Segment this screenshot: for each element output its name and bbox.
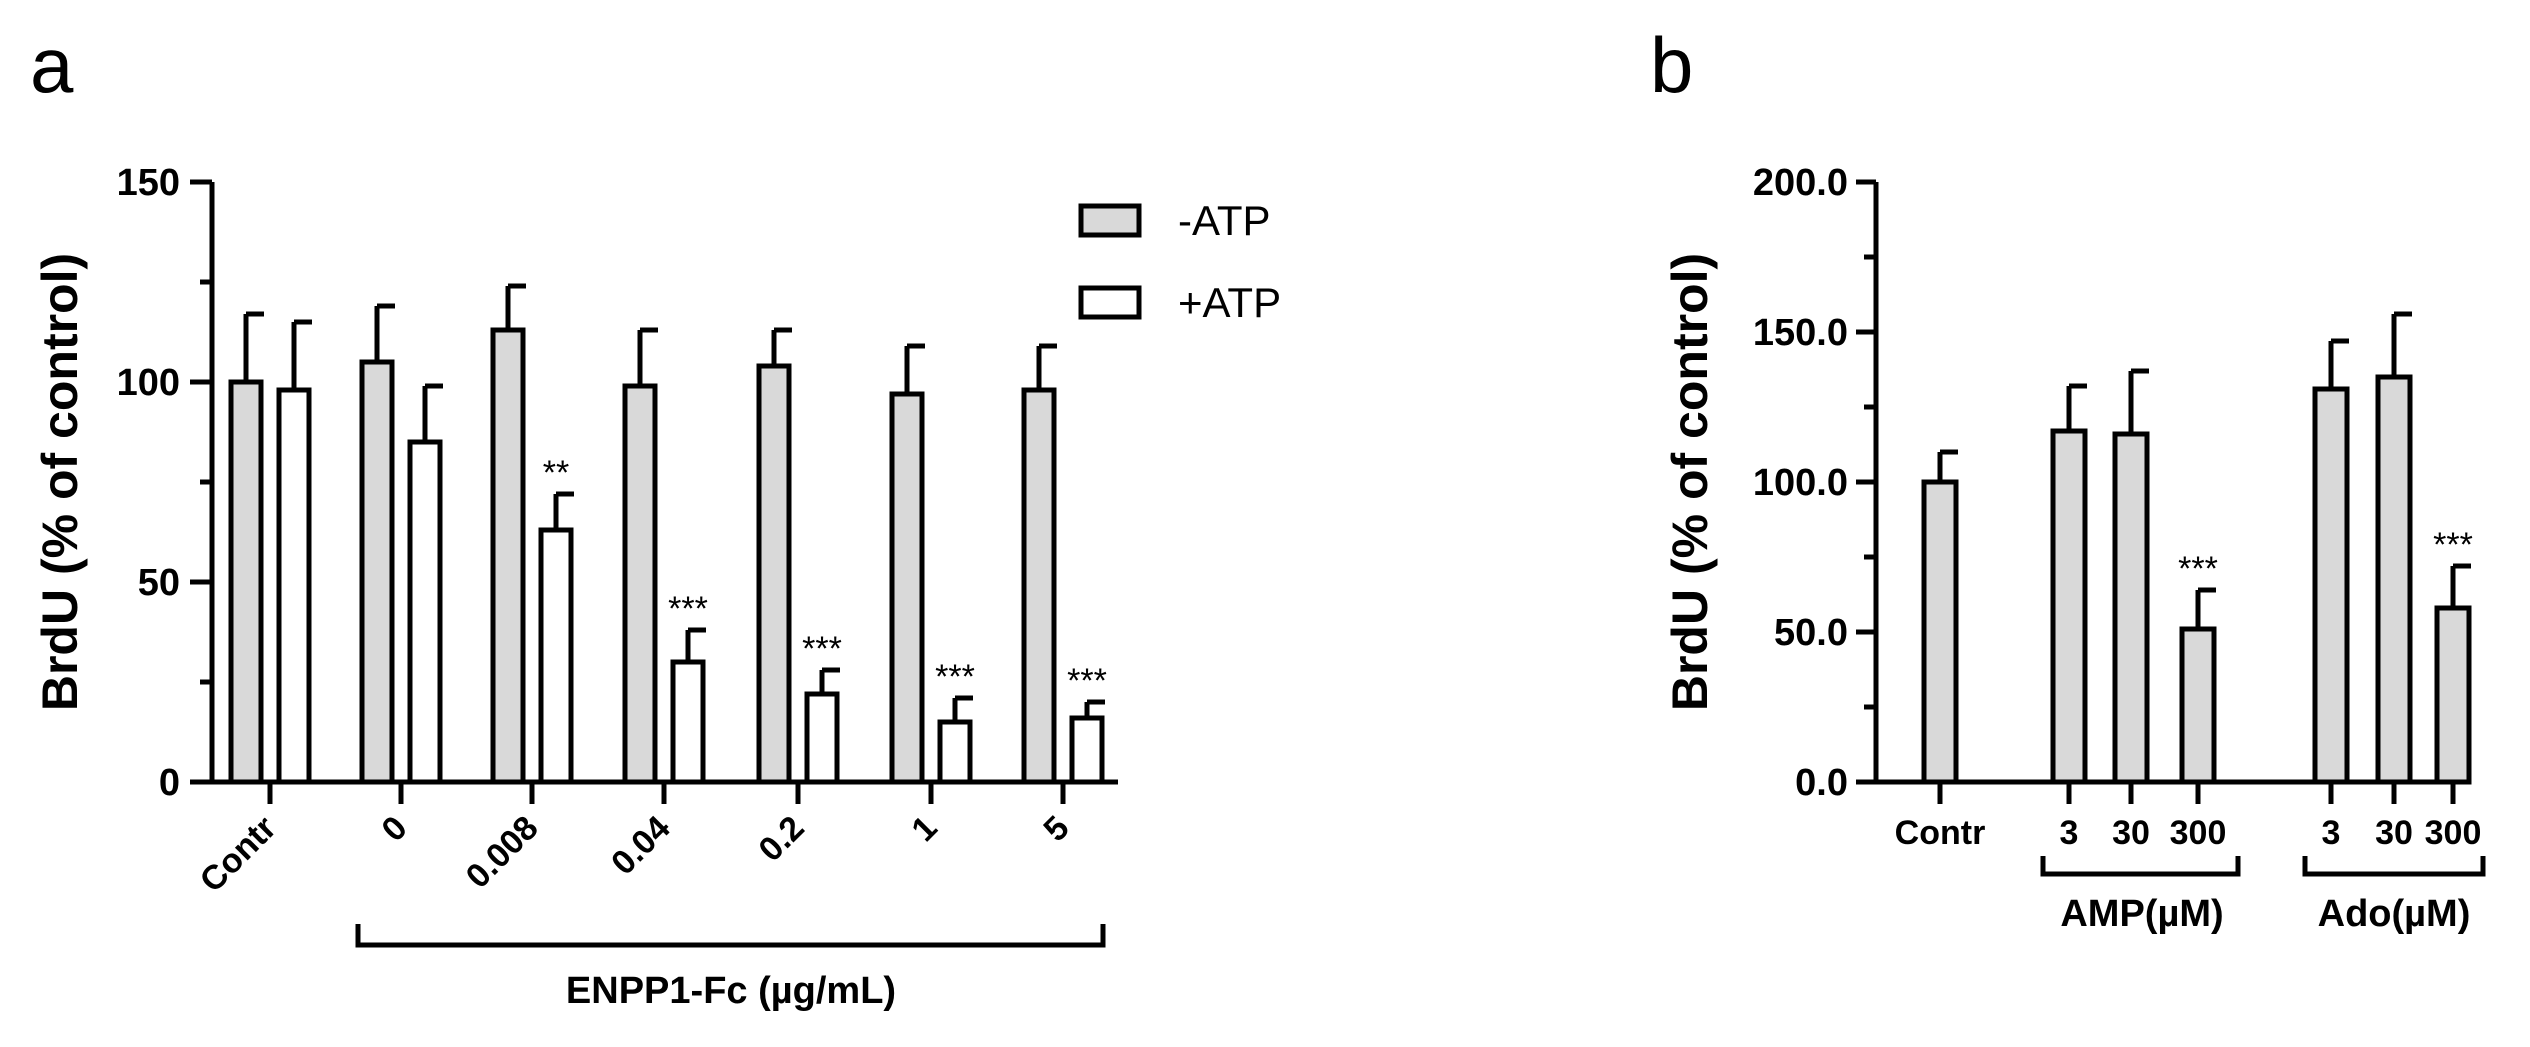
y-tick-label: 150.0 xyxy=(1753,312,1848,354)
bar-minus-atp xyxy=(359,359,395,785)
bar xyxy=(2179,626,2217,785)
bar-plus-atp xyxy=(804,691,840,785)
y-tick-label: 50.0 xyxy=(1774,612,1848,654)
panel-a-y-ticks: 0 50 100 150 xyxy=(117,162,212,804)
legend-swatch-plus-atp xyxy=(1078,285,1142,320)
x-tick-label: 5 xyxy=(1036,809,1076,849)
significance-marker: *** xyxy=(2433,526,2473,564)
panel-a-bars: *********** *** xyxy=(228,283,1107,785)
panel-a-group-label: ENPP1-Fc (µg/mL) xyxy=(566,970,896,1012)
x-tick-label: Contr xyxy=(193,809,284,900)
y-tick-label: 200.0 xyxy=(1753,162,1848,204)
significance-marker: *** xyxy=(802,630,842,668)
x-tick-label: 30 xyxy=(2375,814,2413,852)
x-tick-label: 300 xyxy=(2170,814,2227,852)
panel-b-y-axis-title: BrdU (% of control) xyxy=(1662,253,1718,711)
x-tick-label: 0 xyxy=(374,809,414,849)
y-tick-label: 50 xyxy=(138,562,180,604)
y-tick-label: 150 xyxy=(117,162,180,204)
bar-minus-atp xyxy=(228,379,264,785)
significance-marker: *** xyxy=(668,590,708,628)
panel-letter-b: b xyxy=(1650,21,1693,109)
bar xyxy=(2312,386,2350,785)
bar-plus-atp xyxy=(276,387,312,785)
x-tick-label: 30 xyxy=(2112,814,2150,852)
panel-b-amp-label: AMP(µM) xyxy=(2060,893,2223,935)
bar xyxy=(2375,374,2413,785)
significance-marker: ** xyxy=(543,454,569,492)
significance-marker: *** xyxy=(2178,550,2218,588)
panel-b-ado-label: Ado(µM) xyxy=(2318,893,2471,935)
y-tick-label: 0.0 xyxy=(1795,762,1848,804)
panel-a-legend: -ATP +ATP xyxy=(1078,197,1281,326)
panel-a-group-bracket xyxy=(355,924,1106,948)
y-tick-label: 100 xyxy=(117,362,180,404)
x-tick-label: 3 xyxy=(2060,814,2079,852)
bar-plus-atp xyxy=(538,527,574,785)
bar xyxy=(2050,428,2088,785)
panel-b-x-ticks: Contr 3 30 300 3 30 300 xyxy=(1895,782,2482,852)
bar-minus-atp xyxy=(490,327,526,785)
panel-b-amp-bracket xyxy=(2040,856,2241,877)
bar-minus-atp xyxy=(756,363,792,785)
bar xyxy=(2434,605,2472,785)
bar xyxy=(1921,479,1959,785)
bar-minus-atp xyxy=(1021,387,1057,785)
x-tick-label: 0.2 xyxy=(751,809,811,869)
bar-plus-atp xyxy=(937,719,973,785)
legend-label-plus-atp: +ATP xyxy=(1178,279,1281,326)
x-tick-label: 0.008 xyxy=(459,809,546,896)
x-tick-label: 3 xyxy=(2322,814,2341,852)
panel-letter-a: a xyxy=(30,21,74,109)
panel-a-y-axis-title: BrdU (% of control) xyxy=(32,253,88,711)
bar-plus-atp xyxy=(670,659,706,785)
panel-a-x-ticks: Contr 0 0.008 0.04 0.2 1 5 xyxy=(193,782,1077,900)
x-tick-label: 1 xyxy=(904,809,944,849)
legend-swatch-minus-atp xyxy=(1078,203,1142,238)
bar-minus-atp xyxy=(622,383,658,785)
x-tick-label: 300 xyxy=(2425,814,2482,852)
y-tick-label: 100.0 xyxy=(1753,462,1848,504)
y-tick-label: 0 xyxy=(159,762,180,804)
x-tick-label: 0.04 xyxy=(604,809,678,883)
panel-b-ado-bracket xyxy=(2302,856,2486,877)
significance-marker: *** xyxy=(935,658,975,696)
bar-plus-atp xyxy=(407,439,443,785)
panel-b-bars: *** *** xyxy=(1921,311,2473,785)
bar-minus-atp xyxy=(889,391,925,785)
legend-label-minus-atp: -ATP xyxy=(1178,197,1271,244)
x-tick-label: Contr xyxy=(1895,814,1986,852)
panel-b-y-ticks: 0.0 50.0 100.0 150.0 200.0 xyxy=(1753,162,1876,804)
bar xyxy=(2112,431,2150,785)
bar-plus-atp xyxy=(1069,715,1105,785)
significance-marker: *** xyxy=(1067,662,1107,700)
